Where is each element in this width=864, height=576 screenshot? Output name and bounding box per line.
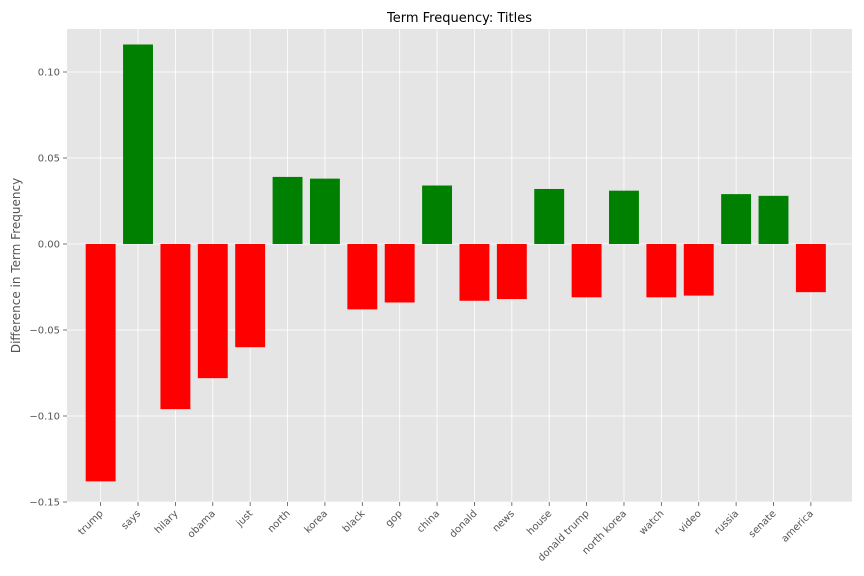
y-tick-label: −0.10: [29, 412, 60, 423]
bar-trump: [85, 244, 116, 482]
y-axis-label: Difference in Term Frequency: [9, 178, 23, 353]
y-tick-label: 0.05: [38, 154, 60, 165]
x-tick-label: korea: [303, 508, 330, 535]
y-axis-ticks: −0.15 −0.10 −0.05 0.00 0.05 0.10: [29, 68, 67, 509]
bar-north-korea: [609, 190, 639, 244]
x-tick-label: donald: [448, 508, 480, 540]
x-tick-label: america: [780, 508, 816, 544]
bar-hilary: [160, 244, 191, 410]
bar-korea: [309, 178, 340, 244]
bar-russia: [721, 194, 752, 244]
x-tick-label: obama: [186, 508, 218, 540]
chart-title: Term Frequency: Titles: [386, 11, 532, 26]
x-tick-label: video: [677, 508, 704, 535]
x-tick-label: hilary: [153, 508, 181, 536]
bar-senate: [758, 195, 789, 244]
x-tick-label: black: [341, 508, 368, 535]
bar-watch: [646, 244, 677, 298]
y-tick-label: 0.10: [38, 68, 60, 79]
x-tick-label: house: [525, 508, 554, 537]
x-axis-ticks: trump says hilary obama just north korea black g…: [76, 502, 816, 564]
x-tick-label: north: [266, 508, 293, 535]
bars: [85, 44, 826, 482]
bar-gop: [384, 244, 415, 303]
bar-black: [347, 244, 378, 310]
x-tick-label: just: [234, 508, 255, 529]
x-tick-label: gop: [384, 508, 405, 529]
bar-news: [496, 244, 527, 300]
y-tick-label: −0.05: [29, 326, 60, 337]
bar-video: [683, 244, 714, 296]
bar-just: [235, 244, 266, 348]
x-tick-label: news: [491, 508, 517, 534]
x-tick-label: senate: [747, 508, 779, 540]
bar-north: [272, 176, 303, 244]
y-tick-label: −0.15: [29, 498, 60, 509]
bar-donald-trump: [571, 244, 602, 298]
bar-obama: [197, 244, 228, 379]
y-tick-label: 0.00: [38, 240, 60, 251]
x-tick-label: says: [119, 508, 143, 532]
x-tick-label: china: [415, 508, 442, 535]
bar-america: [795, 244, 826, 293]
x-tick-label: trump: [76, 508, 105, 537]
x-tick-label: watch: [637, 508, 666, 537]
x-tick-label: russia: [712, 508, 741, 537]
bar-china: [422, 185, 453, 244]
bar-says: [123, 44, 153, 245]
bar-house: [534, 188, 565, 244]
bar-donald: [459, 244, 490, 301]
